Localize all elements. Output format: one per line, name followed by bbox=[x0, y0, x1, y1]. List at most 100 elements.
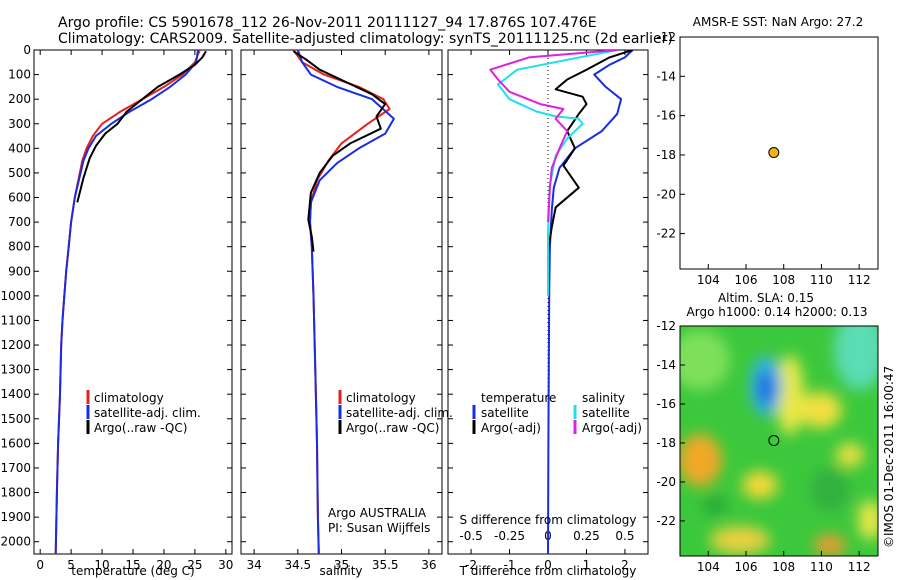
y-tick-label: -22 bbox=[656, 227, 676, 241]
y-tick-label: -14 bbox=[656, 358, 676, 372]
y-tick-label: -12 bbox=[656, 30, 676, 44]
y-tick-label: 400 bbox=[8, 141, 31, 155]
x-top-tick-label: 0.25 bbox=[573, 529, 600, 543]
y-tick-label: 1900 bbox=[0, 510, 31, 524]
temperature-axes: 0 5 10 15 20 25 300100200300400500600700800900… bbox=[0, 43, 233, 572]
sst-argo-location-marker bbox=[768, 147, 780, 159]
y-tick-label: 300 bbox=[8, 117, 31, 131]
y-tick-label: 2000 bbox=[0, 535, 31, 549]
x-tick-label: 0 bbox=[36, 558, 44, 572]
y-tick-label: 0 bbox=[23, 43, 31, 57]
salinity-panel-frame bbox=[240, 49, 443, 555]
y-tick-label: 800 bbox=[8, 240, 31, 254]
x-tick-label: 10 bbox=[94, 558, 109, 572]
y-tick-label: -16 bbox=[656, 397, 676, 411]
y-tick-label: 700 bbox=[8, 215, 31, 229]
legend-label-s-argo: Argo(-adj) bbox=[582, 421, 642, 435]
sst-map-title: AMSR-E SST: NaN Argo: 27.2 bbox=[693, 15, 863, 29]
x-tick-label: 110 bbox=[810, 273, 833, 287]
series-line bbox=[292, 50, 387, 252]
y-tick-label: -12 bbox=[656, 319, 676, 333]
legend-label-satellite: satellite-adj. clim. bbox=[346, 406, 453, 420]
y-tick-label: -20 bbox=[656, 475, 676, 489]
salinity-legend: climatology satellite-adj. clim. Argo(..… bbox=[328, 390, 453, 535]
series-line bbox=[547, 50, 633, 252]
y-tick-label: 100 bbox=[8, 68, 31, 82]
x-tick-label: 108 bbox=[772, 560, 795, 574]
legend-header-salinity: salinity bbox=[582, 391, 625, 405]
difference-series bbox=[489, 50, 634, 554]
header-line-1: Argo profile: CS 5901678_112 26-Nov-2011… bbox=[58, 15, 597, 31]
y-tick-label: -18 bbox=[656, 148, 676, 162]
y-tick-label: 1000 bbox=[0, 289, 31, 303]
x-tick-label: 35 bbox=[334, 558, 349, 572]
float-owner: Argo AUSTRALIA bbox=[328, 506, 427, 520]
salinity-series bbox=[292, 50, 395, 554]
x-tick-label: 106 bbox=[735, 560, 758, 574]
x-tick-label: 30 bbox=[218, 558, 233, 572]
x-tick-label: 104 bbox=[697, 273, 720, 287]
difference-legend: temperature satellite Argo(-adj) salinit… bbox=[472, 391, 642, 435]
y-tick-label: 1100 bbox=[0, 313, 31, 327]
legend-label-climatology: climatology bbox=[346, 391, 416, 405]
x-tick-label: 104 bbox=[697, 560, 720, 574]
sla-map-axes: 104 106 108 110 112 -12 -14 -16 -18 -20 -22 bbox=[656, 319, 870, 574]
legend-header-temperature: temperature bbox=[481, 391, 556, 405]
x-tick-label: 110 bbox=[810, 560, 833, 574]
salinity-axes: 34 34.5 35 35.5 36 bbox=[241, 49, 442, 572]
x-tick-label: -2 bbox=[465, 558, 477, 572]
x-tick-label: -1 bbox=[504, 558, 516, 572]
series-line bbox=[54, 50, 201, 554]
y-tick-label: 1400 bbox=[0, 387, 31, 401]
series-line bbox=[54, 50, 199, 554]
sla-argo-location-marker bbox=[768, 435, 780, 447]
y-tick-label: 200 bbox=[8, 92, 31, 106]
y-tick-label: -14 bbox=[656, 69, 676, 83]
legend-label-climatology: climatology bbox=[94, 391, 164, 405]
sst-map-frame bbox=[679, 36, 879, 270]
legend-label-argo: Argo(..raw -QC) bbox=[346, 421, 439, 435]
x-tick-label: 25 bbox=[187, 558, 202, 572]
y-tick-label: -18 bbox=[656, 436, 676, 450]
header-line-2: Climatology: CARS2009. Satellite-adjuste… bbox=[58, 31, 673, 47]
legend-label-satellite: satellite-adj. clim. bbox=[94, 406, 201, 420]
x-top-tick-label: 0.5 bbox=[615, 529, 634, 543]
salinity-xlabel: salinity bbox=[319, 564, 362, 578]
y-tick-label: -16 bbox=[656, 109, 676, 123]
series-line bbox=[76, 50, 207, 203]
temperature-series bbox=[54, 50, 207, 554]
y-tick-label: 600 bbox=[8, 191, 31, 205]
x-tick-label: 1 bbox=[583, 558, 591, 572]
x-tick-label: 36 bbox=[421, 558, 436, 572]
y-tick-label: 1700 bbox=[0, 461, 31, 475]
y-tick-label: 1500 bbox=[0, 412, 31, 426]
y-tick-label: 900 bbox=[8, 264, 31, 278]
y-tick-label: -22 bbox=[656, 514, 676, 528]
x-tick-label: 34 bbox=[246, 558, 261, 572]
y-tick-label: 1200 bbox=[0, 338, 31, 352]
x-tick-label: 0 bbox=[544, 558, 552, 572]
x-tick-label: 15 bbox=[125, 558, 140, 572]
y-tick-label: 500 bbox=[8, 166, 31, 180]
x-tick-label: 2 bbox=[621, 558, 629, 572]
x-tick-label: 106 bbox=[735, 273, 758, 287]
imos-credit: ©IMOS 01-Dec-2011 16:00:47 bbox=[882, 366, 896, 548]
x-tick-label: 112 bbox=[848, 560, 871, 574]
map-markers bbox=[768, 147, 780, 447]
x-tick-label: 112 bbox=[848, 273, 871, 287]
x-tick-label: 34.5 bbox=[284, 558, 311, 572]
difference-xlabel: T difference from climatology bbox=[459, 564, 637, 578]
x-top-tick-label: -0.25 bbox=[494, 529, 525, 543]
legend-label-s-satellite: satellite bbox=[582, 406, 630, 420]
sla-map-frame bbox=[679, 325, 879, 557]
y-tick-label: 1300 bbox=[0, 363, 31, 377]
temperature-legend: climatology satellite-adj. clim. Argo(..… bbox=[86, 390, 201, 435]
y-tick-label: -20 bbox=[656, 187, 676, 201]
float-pi: PI: Susan Wijffels bbox=[328, 521, 430, 535]
sla-heatmap bbox=[680, 326, 878, 556]
x-tick-label: 108 bbox=[772, 273, 795, 287]
series-line bbox=[296, 50, 395, 554]
x-top-tick-label: -0.5 bbox=[459, 529, 482, 543]
